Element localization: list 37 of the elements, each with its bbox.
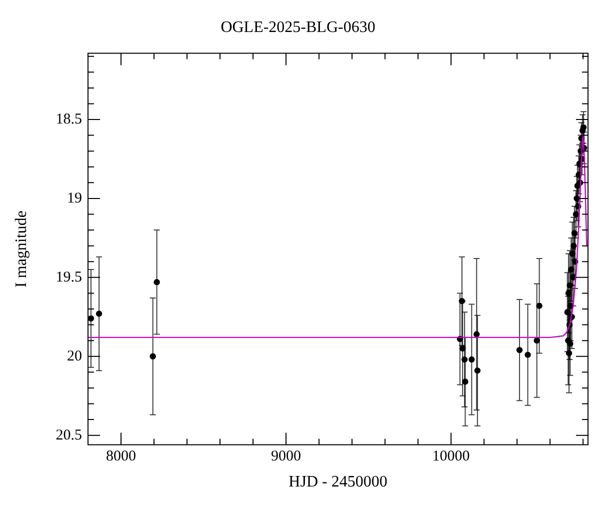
point <box>468 356 475 363</box>
y-tick-label: 20 <box>67 348 82 364</box>
point <box>96 310 102 317</box>
point <box>568 266 574 273</box>
point <box>154 279 160 286</box>
point <box>572 211 580 218</box>
point <box>458 298 466 304</box>
point <box>474 331 480 338</box>
point <box>461 356 468 363</box>
point <box>569 250 576 257</box>
point <box>150 353 156 360</box>
point <box>534 337 540 344</box>
x-tick-label: 10000 <box>432 448 470 465</box>
point <box>580 124 587 131</box>
y-tick-label: 20.5 <box>56 427 82 444</box>
point <box>565 290 572 296</box>
point <box>524 352 531 358</box>
y-tick-label: 19 <box>67 190 82 206</box>
point <box>459 345 466 352</box>
point <box>567 340 574 347</box>
x-axis-title: HJD - 2450000 <box>288 474 388 491</box>
point <box>564 309 570 316</box>
point <box>462 378 468 385</box>
x-tick-label: 9000 <box>271 448 302 465</box>
x-tick-label: 8000 <box>106 448 136 465</box>
point <box>88 315 94 322</box>
point <box>474 367 481 374</box>
y-tick-label: 19.5 <box>56 269 82 286</box>
point <box>536 302 542 309</box>
point <box>570 242 577 249</box>
point <box>571 230 578 236</box>
point <box>566 350 572 356</box>
y-axis-title: I magnitude <box>12 210 30 288</box>
y-tick-label: 18.5 <box>56 111 82 128</box>
point <box>516 346 523 354</box>
point <box>566 282 573 288</box>
chart-title: OGLE-2025-BLG-0630 <box>220 18 376 36</box>
